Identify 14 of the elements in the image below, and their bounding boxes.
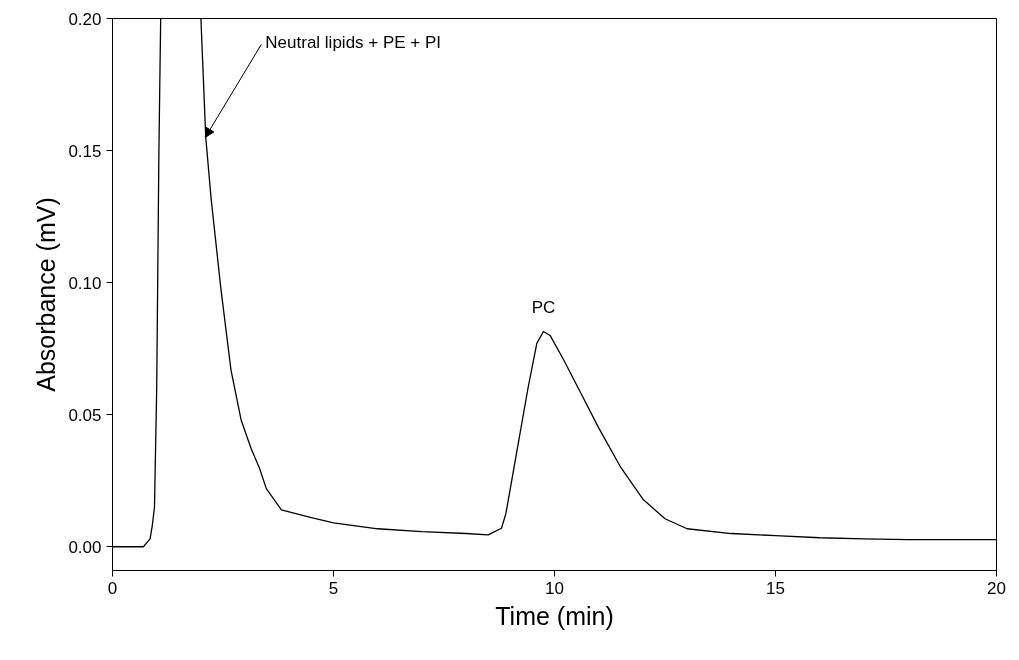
y-tick-label: 0.20 — [68, 9, 102, 29]
y-tick-label: 0.00 — [68, 537, 102, 557]
x-tick-label: 0 — [107, 578, 118, 598]
y-tick-label: 0.10 — [68, 273, 102, 293]
x-tick-label: 20 — [987, 578, 1006, 598]
x-tick-label: 15 — [766, 578, 785, 598]
x-tick-label: 5 — [328, 578, 339, 598]
y-tick-label: 0.05 — [68, 405, 102, 425]
y-axis-title: Absorbance (mV) — [32, 197, 61, 392]
y-tick-label: 0.15 — [68, 141, 102, 161]
annotation: Neutral lipids + PE + PI — [265, 32, 442, 52]
x-tick-label: 10 — [545, 578, 564, 598]
x-axis-title: Time (min) — [495, 601, 614, 630]
annotation: PC — [531, 298, 556, 318]
